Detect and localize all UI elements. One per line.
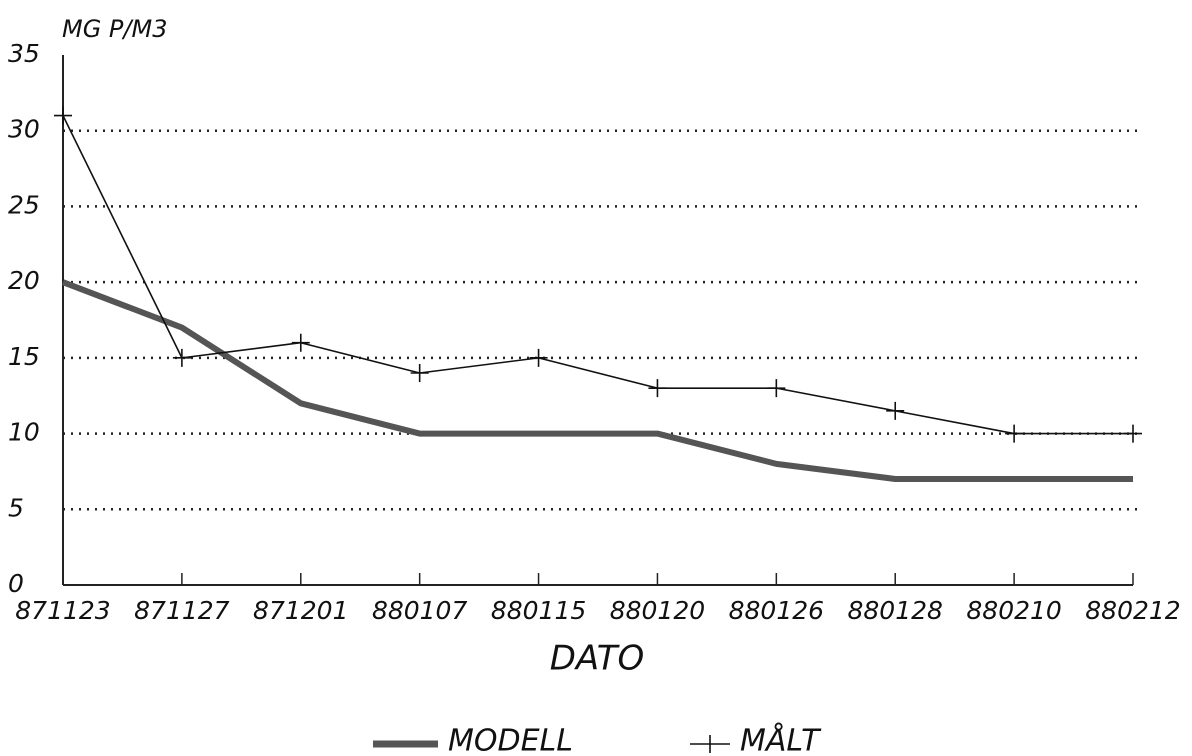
- marker: [767, 379, 786, 398]
- x-tick-label: 871201: [253, 596, 348, 625]
- legend-swatch: [690, 735, 730, 753]
- marker: [886, 401, 905, 420]
- y-axis-label: MG P/M3: [62, 15, 167, 43]
- series-line: [62, 115, 1133, 435]
- x-tick-label: 880126: [729, 596, 824, 625]
- y-tick-label: 15: [8, 342, 40, 371]
- x-tick-label: 880210: [966, 596, 1061, 625]
- marker: [1005, 424, 1024, 443]
- y-tick-label: 0: [8, 569, 24, 598]
- x-tick-label: 880107: [372, 596, 468, 625]
- x-tick-label: 871127: [134, 596, 230, 625]
- marker: [648, 379, 667, 398]
- x-tick-label: 880120: [610, 596, 705, 625]
- marker: [54, 106, 72, 125]
- marker: [410, 364, 429, 382]
- x-tick-label: 880115: [491, 596, 586, 625]
- marker: [172, 348, 191, 367]
- marker: [291, 333, 310, 352]
- series-line: [61, 279, 1133, 482]
- marker: [529, 348, 548, 367]
- marker: [1124, 424, 1142, 443]
- legend-label: MÅLT: [740, 723, 822, 756]
- y-tick-label: 25: [8, 190, 40, 219]
- x-tick-label: 871123: [15, 596, 110, 625]
- x-tick-label: 880128: [848, 596, 943, 625]
- y-tick-label: 20: [8, 266, 40, 295]
- legend-label: MODELL: [448, 724, 573, 756]
- x-axis-label: DATO: [550, 639, 645, 679]
- y-tick-label: 5: [8, 493, 24, 522]
- y-tick-label: 10: [8, 418, 40, 447]
- y-tick-label: 30: [8, 115, 40, 144]
- y-tick-label: 35: [8, 39, 40, 68]
- x-tick-label: 880212: [1085, 596, 1180, 625]
